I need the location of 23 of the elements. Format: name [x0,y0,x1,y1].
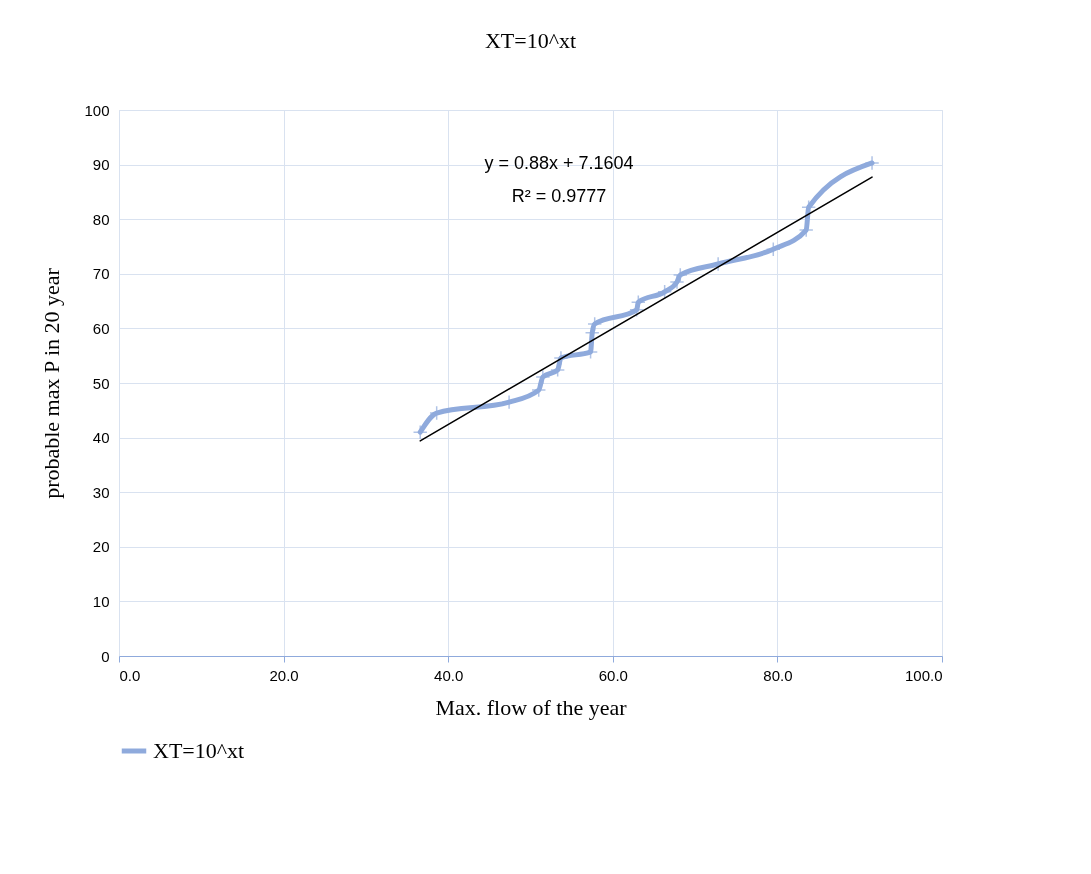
y-axis-title: probable max P in 20 year [39,267,65,499]
x-tick-label: 40.0 [434,666,464,684]
y-tick-label: 20 [92,538,110,556]
y-tick-label: 30 [92,483,110,501]
y-tick-label: 60 [92,319,110,337]
y-tick-label: 40 [92,429,110,447]
y-tick-label: 50 [92,374,110,392]
x-tick-label: 20.0 [269,666,299,684]
x-tick-label: 60.0 [598,666,628,684]
y-tick-label: 80 [92,210,110,228]
y-tick-label: 10 [92,592,110,610]
legend-label: XT=10^xt [153,738,245,763]
y-tick-label: 0 [101,647,110,665]
annotation: y = 0.88x + 7.1604 [484,153,634,173]
y-tick-label: 100 [84,101,110,119]
x-tick-label: 0.0 [119,666,141,684]
x-axis-title: Max. flow of the year [435,694,628,720]
chart-title: XT=10^xt [484,28,577,53]
annotation: R² = 0.9777 [511,186,607,206]
x-tick-label: 80.0 [763,666,793,684]
y-tick-label: 70 [92,265,110,283]
x-tick-label: 100.0 [904,666,943,684]
y-tick-label: 90 [92,156,110,174]
